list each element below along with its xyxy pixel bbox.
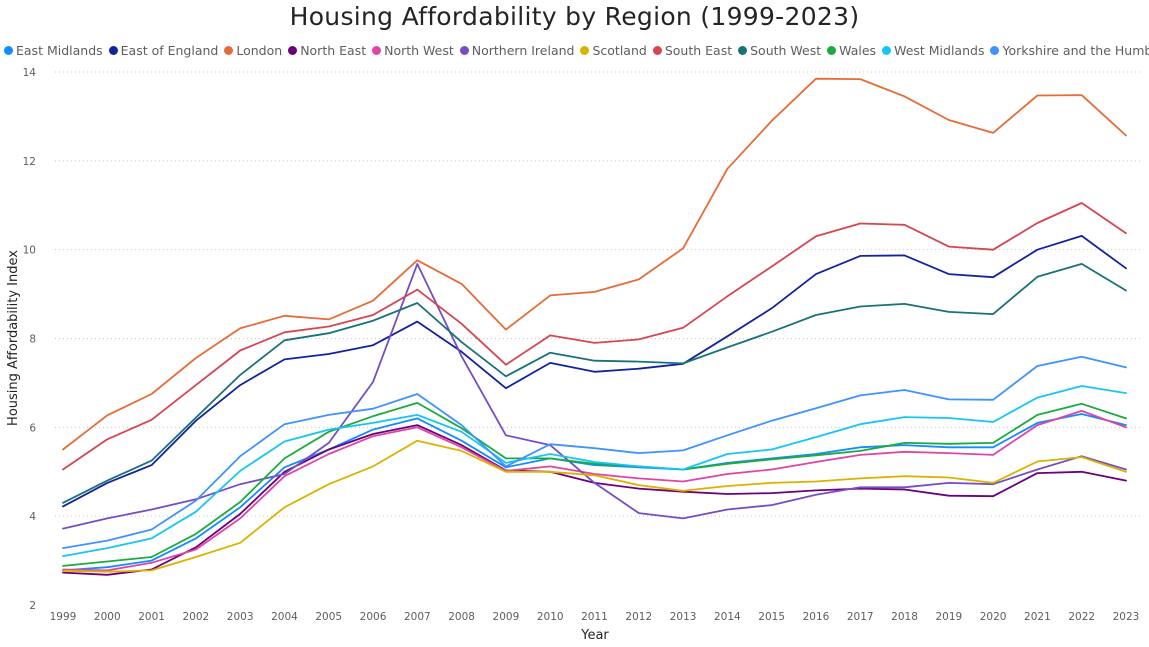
x-tick-label: 1999 — [50, 611, 77, 623]
x-tick-label: 2013 — [670, 611, 697, 623]
legend-marker-icon — [4, 45, 13, 55]
legend-label: North East — [300, 42, 367, 58]
x-tick-label: 2000 — [94, 611, 121, 623]
x-tick-label: 2012 — [625, 611, 652, 623]
y-tick-label: 14 — [23, 67, 37, 79]
y-tick-label: 4 — [29, 511, 36, 523]
legend-item-north-west[interactable]: North West — [372, 43, 454, 58]
legend-item-east-of-england[interactable]: East of England — [108, 42, 219, 58]
legend-item-northern-ireland[interactable]: Northern Ireland — [459, 42, 575, 58]
series-line-london[interactable] — [62, 77, 1127, 451]
series-line-wales[interactable] — [62, 401, 1127, 567]
legend-marker-icon — [459, 45, 469, 55]
x-tick-label: 2009 — [493, 611, 520, 623]
x-tick-label: 2005 — [315, 611, 342, 623]
series-line-south-east[interactable] — [62, 202, 1127, 471]
x-tick-label: 2020 — [980, 611, 1007, 623]
legend-item-north-east[interactable]: North East — [288, 43, 366, 58]
x-tick-label: 2011 — [581, 611, 608, 623]
y-tick-label: 10 — [23, 245, 36, 257]
series-line-north-west[interactable] — [62, 409, 1127, 572]
legend-marker-icon — [738, 45, 748, 55]
legend-marker-icon — [288, 45, 298, 55]
x-tick-label: 2022 — [1068, 611, 1095, 623]
x-tick-label: 2007 — [404, 611, 431, 623]
legend-item-wales[interactable]: Wales — [827, 43, 876, 58]
series-line-east-midlands[interactable] — [62, 413, 1127, 572]
y-tick-label: 2 — [29, 600, 36, 612]
x-tick-label: 2002 — [183, 611, 210, 623]
chart-legend: East Midlands East of England London North … — [4, 41, 1149, 59]
legend-item-london[interactable]: London — [224, 43, 282, 58]
legend-marker-icon — [224, 45, 234, 55]
x-tick-label: 2019 — [935, 611, 962, 623]
x-tick-label: 2006 — [360, 611, 387, 623]
x-tick-label: 2004 — [271, 611, 298, 623]
chart-title: Housing Affordability by Region (1999-20… — [289, 2, 860, 31]
series-line-west-midlands[interactable] — [62, 385, 1127, 557]
x-axis-ticks: 1999 2000 2001 2002 2003 2004 2005 2006 2007 2008… — [50, 611, 1140, 623]
legend-label: London — [236, 42, 283, 58]
y-axis-title: Housing Affordability Index — [6, 250, 21, 426]
legend-label: Yorkshire and the Humber — [1002, 42, 1149, 58]
legend-marker-icon — [827, 45, 837, 55]
x-tick-label: 2001 — [138, 611, 165, 623]
legend-marker-icon — [652, 45, 662, 55]
x-tick-label: 2010 — [537, 611, 564, 623]
legend-marker-icon — [580, 45, 590, 55]
x-axis-title: Year — [580, 628, 609, 643]
x-tick-label: 2008 — [448, 611, 475, 623]
legend-label: Wales — [839, 42, 877, 58]
series-line-northern-ireland[interactable] — [62, 262, 1127, 530]
x-tick-label: 2003 — [227, 611, 254, 623]
legend-label: Northern Ireland — [471, 42, 575, 58]
series-line-south-west[interactable] — [62, 262, 1127, 504]
y-tick-label: 12 — [23, 156, 36, 168]
x-tick-label: 2021 — [1024, 611, 1051, 623]
x-tick-label: 2018 — [891, 611, 918, 623]
legend-marker-icon — [108, 45, 118, 55]
legend-label: West Midlands — [894, 42, 985, 58]
legend-item-south-west[interactable]: South West — [738, 43, 821, 58]
series-lines — [62, 77, 1127, 576]
x-tick-label: 2015 — [758, 611, 785, 623]
series-line-scotland[interactable] — [62, 439, 1127, 573]
legend-label: South West — [750, 42, 822, 58]
legend-item-west-midlands[interactable]: West Midlands — [882, 43, 984, 58]
series-line-yorkshire-and-the-humber[interactable] — [62, 355, 1127, 549]
legend-label: Scotland — [592, 42, 647, 58]
legend-item-south-east[interactable]: South East — [652, 42, 733, 58]
y-axis-ticks: 2 4 6 8 10 12 14 — [23, 67, 37, 612]
x-tick-label: 2014 — [714, 611, 741, 623]
legend-marker-icon — [372, 45, 382, 55]
x-tick-label: 2017 — [847, 611, 874, 623]
legend-marker-icon — [882, 45, 892, 55]
x-tick-label: 2016 — [803, 611, 830, 623]
legend-label: East of England — [120, 42, 219, 58]
legend-item-east-midlands[interactable]: East Midlands — [4, 43, 103, 58]
legend-label: East Midlands — [16, 42, 103, 58]
legend-label: North West — [384, 42, 454, 58]
series-line-east-of-england[interactable] — [62, 234, 1127, 508]
legend-marker-icon — [990, 45, 1000, 55]
x-tick-label: 2023 — [1113, 611, 1140, 623]
legend-label: South East — [664, 42, 733, 58]
legend-item-yorkshire-and-the-humber[interactable]: Yorkshire and the Humber — [990, 43, 1149, 58]
y-tick-label: 6 — [29, 422, 36, 434]
legend-item-scotland[interactable]: Scotland — [580, 42, 647, 58]
y-tick-label: 8 — [29, 334, 36, 346]
